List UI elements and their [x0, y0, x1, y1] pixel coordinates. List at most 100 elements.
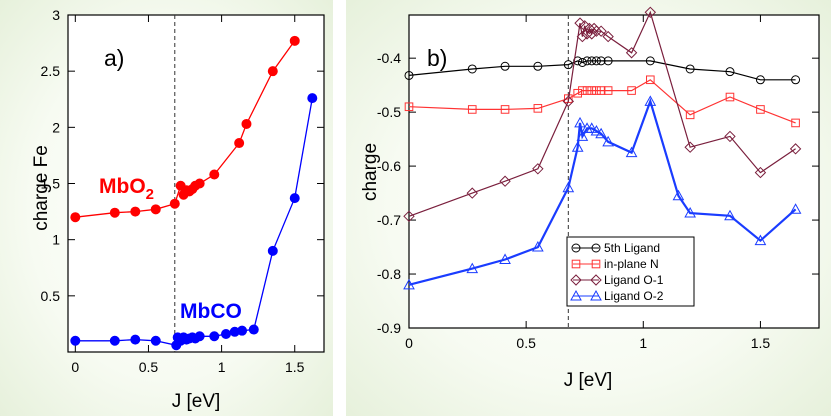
data-point-mbco [289, 193, 300, 204]
legend-marker [591, 243, 601, 253]
data-point-mbco [237, 325, 248, 336]
legend-label: Ligand O-2 [604, 289, 664, 303]
data-point-in-plane-n [573, 88, 582, 98]
legend-item-ligand-o-2: Ligand O-2 [570, 289, 664, 303]
panel-a-x-axis-title: J [eV] [172, 391, 221, 412]
x-tick-label: 1 [218, 359, 226, 375]
data-point-mbo2 [267, 66, 278, 77]
data-point-5th-ligand [500, 61, 510, 71]
y-tick-label: 2 [52, 119, 60, 135]
data-point-in-plane-n [685, 110, 695, 120]
series-label-mbo2-main: MbO [99, 175, 146, 198]
data-point-in-plane-n [603, 86, 613, 95]
y-tick-label: 1.5 [41, 176, 61, 192]
series-label-mbo2: MbO2 [99, 175, 154, 203]
legend-marker [571, 259, 581, 269]
data-point-5th-ligand [573, 56, 583, 66]
series-mbo2 [70, 35, 300, 223]
data-point-in-plane-n [467, 105, 477, 114]
data-point-ligand-o-2 [571, 141, 584, 152]
data-point-5th-ligand [591, 56, 601, 66]
data-point-mbo2 [289, 35, 300, 46]
data-point-in-plane-n [725, 92, 735, 102]
panel-a-y-axis-title: charge Fe [31, 145, 52, 231]
data-point-mbo2 [109, 207, 120, 218]
data-point-ligand-o-1 [574, 17, 586, 29]
panel-b-y-axis-title: charge [360, 143, 381, 201]
data-point-ligand-o-2 [585, 122, 598, 133]
y-tick-label: -0.5 [377, 104, 401, 120]
data-point-mbco [150, 335, 161, 346]
data-point-in-plane-n [791, 118, 800, 128]
y-tick-label: 1 [52, 232, 60, 248]
data-point-ligand-o-2 [574, 116, 586, 128]
data-point-ligand-o-2 [789, 203, 802, 214]
series-line-5th-ligand [408, 60, 796, 81]
data-point-mbco [109, 335, 120, 346]
data-point-mbo2 [130, 206, 141, 217]
data-point-ligand-o-2 [403, 278, 415, 290]
data-point-mbo2 [169, 198, 180, 209]
legend-marker [590, 274, 602, 286]
y-tick-label: -0.7 [377, 212, 401, 228]
data-point-5th-ligand [582, 56, 592, 66]
series-5th-ligand [404, 56, 801, 85]
data-point-in-plane-n [592, 86, 601, 95]
data-point-mbco [220, 329, 231, 340]
legend-marker [570, 289, 582, 301]
y-tick-label: -0.6 [377, 158, 401, 174]
x-tick-label: 1.5 [751, 335, 771, 351]
data-point-in-plane-n [533, 104, 543, 113]
data-point-5th-ligand [467, 64, 477, 74]
panel-b-series [403, 6, 802, 290]
data-point-mbco [248, 324, 259, 335]
data-point-ligand-o-2 [499, 253, 511, 264]
y-tick-label: 0.5 [41, 288, 61, 304]
legend-marker [570, 274, 582, 286]
data-point-5th-ligand [577, 57, 587, 67]
data-point-in-plane-n [404, 102, 414, 112]
x-tick-label: 0.5 [139, 359, 159, 375]
data-point-ligand-o-1 [590, 25, 603, 37]
data-point-ligand-o-2 [466, 262, 479, 274]
data-point-ligand-o-1 [789, 143, 802, 155]
data-point-in-plane-n [646, 75, 655, 85]
data-point-mbo2 [70, 212, 81, 223]
x-tick-label: 1 [639, 335, 647, 351]
data-point-5th-ligand [563, 60, 573, 70]
data-point-mbo2 [150, 204, 161, 215]
data-point-5th-ligand [404, 70, 414, 80]
data-point-ligand-o-2 [576, 130, 589, 141]
data-point-ligand-o-2 [644, 95, 657, 106]
data-point-ligand-o-2 [684, 207, 696, 218]
panel-b-x-axis-title: J [eV] [564, 370, 613, 391]
data-point-mbo2 [234, 138, 245, 149]
data-point-ligand-o-1 [595, 25, 607, 37]
data-point-ligand-o-1 [684, 141, 696, 153]
data-point-mbco [70, 335, 81, 346]
data-point-ligand-o-1 [583, 22, 596, 35]
data-point-ligand-o-1 [644, 6, 657, 19]
data-point-mbco [307, 93, 318, 104]
data-point-mbco [209, 331, 220, 342]
data-point-5th-ligand [685, 64, 695, 74]
data-point-ligand-o-1 [754, 166, 767, 179]
data-point-ligand-o-1 [602, 30, 614, 43]
data-point-ligand-o-2 [595, 127, 607, 139]
data-point-in-plane-n [596, 86, 606, 95]
data-point-ligand-o-1 [576, 30, 589, 43]
data-point-in-plane-n [587, 86, 597, 95]
x-tick-label: 0 [405, 335, 413, 351]
data-point-in-plane-n [756, 105, 765, 114]
legend-item-in-plane-n: in-plane N [571, 257, 659, 271]
y-tick-label: -0.4 [377, 50, 401, 66]
data-point-mbo2 [241, 118, 252, 129]
data-point-ligand-o-2 [532, 241, 544, 252]
data-point-ligand-o-1 [466, 187, 478, 199]
series-line-in-plane-n [408, 79, 796, 124]
data-point-ligand-o-1 [403, 210, 415, 222]
data-point-mbco [267, 245, 278, 256]
legend: 5th Ligand in-plane N Ligand O-1 Ligand O-2 [566, 236, 695, 307]
panel-b-label: b) [427, 45, 447, 71]
